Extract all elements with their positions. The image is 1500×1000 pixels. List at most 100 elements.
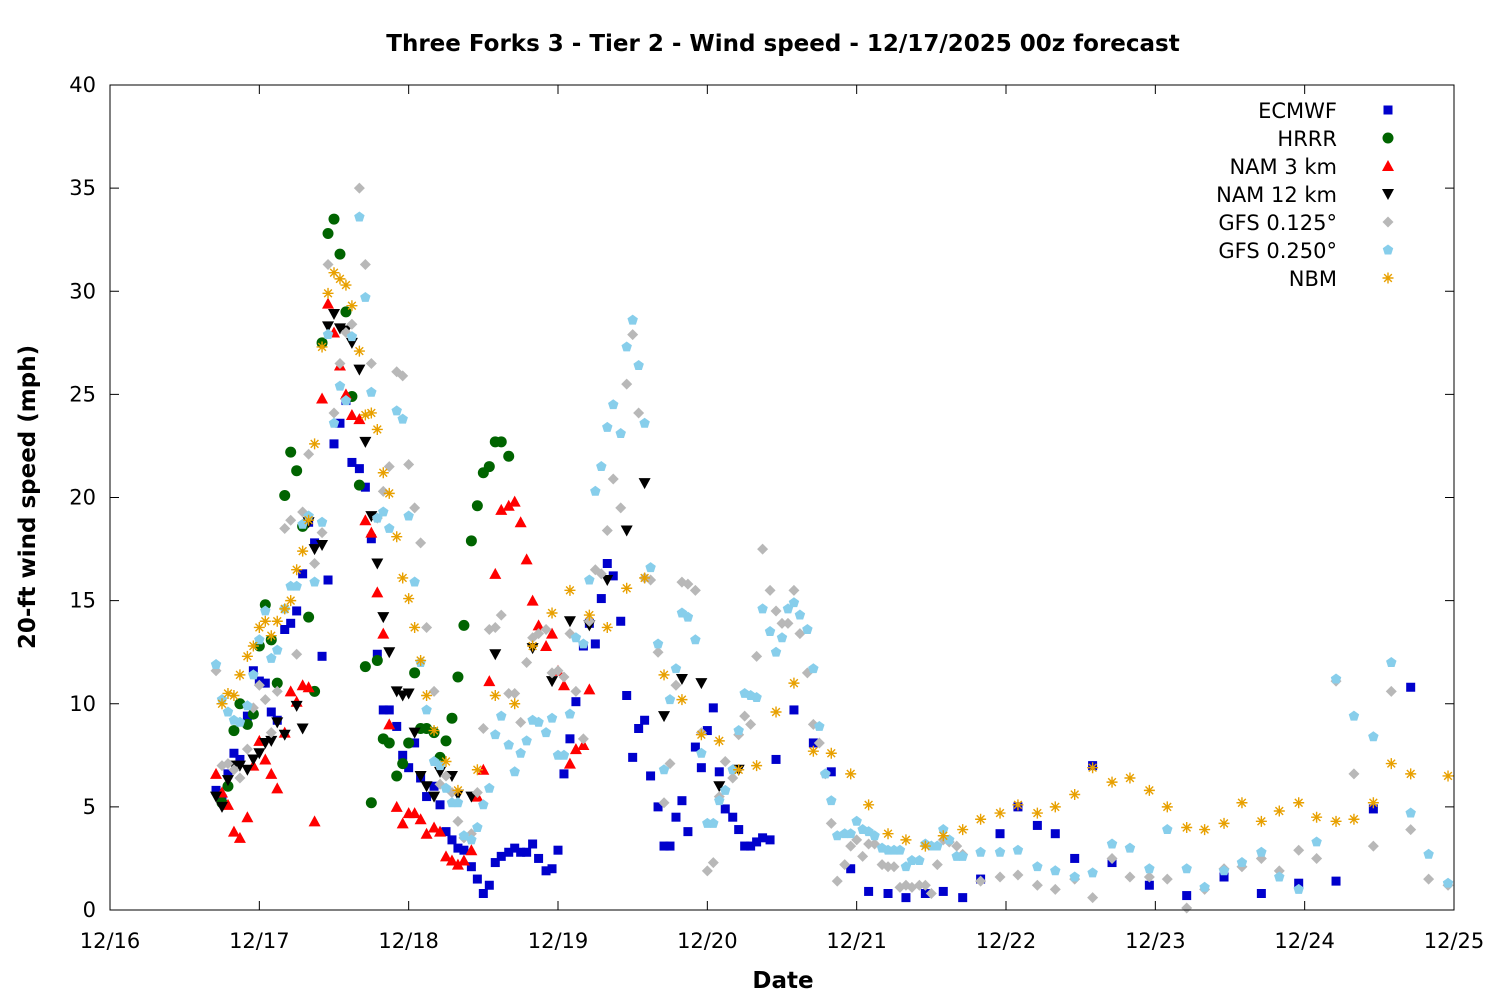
data-point <box>465 844 478 856</box>
data-point <box>658 711 671 723</box>
data-point <box>260 678 270 688</box>
data-point <box>546 627 559 639</box>
legend-label: ECMWF <box>1258 99 1337 123</box>
data-point <box>440 770 452 782</box>
data-point <box>659 841 669 851</box>
data-point <box>398 750 408 760</box>
data-point <box>458 830 470 841</box>
data-point <box>259 753 272 765</box>
data-point <box>1367 840 1379 852</box>
data-point <box>291 648 303 660</box>
y-tick-label: 40 <box>69 73 96 97</box>
data-point <box>995 829 1005 839</box>
data-point <box>403 593 415 605</box>
data-point <box>577 733 589 745</box>
data-point <box>229 748 239 758</box>
data-point <box>1368 804 1378 814</box>
data-point <box>259 694 271 706</box>
data-point <box>316 539 329 551</box>
data-point <box>563 616 576 628</box>
data-point <box>882 861 894 873</box>
data-point <box>515 716 527 728</box>
data-point <box>951 840 963 852</box>
data-point <box>770 646 782 657</box>
data-point <box>570 685 582 697</box>
data-point <box>770 605 782 617</box>
data-point <box>802 624 813 634</box>
data-point <box>247 754 260 766</box>
data-point <box>372 649 382 659</box>
data-point <box>776 617 788 629</box>
data-point <box>428 821 441 833</box>
data-point <box>814 720 825 731</box>
data-point <box>292 606 302 616</box>
data-point <box>360 291 371 302</box>
data-point <box>353 413 366 425</box>
data-point <box>1405 824 1417 836</box>
data-point <box>839 859 851 871</box>
data-point <box>223 769 233 779</box>
data-point <box>851 815 862 826</box>
data-point <box>421 690 433 701</box>
data-point <box>1423 873 1435 885</box>
data-point <box>309 576 320 587</box>
data-point <box>1069 871 1080 882</box>
data-point <box>1219 872 1229 882</box>
y-tick-label: 10 <box>69 692 96 716</box>
data-point <box>564 708 576 719</box>
data-point <box>285 446 297 458</box>
data-point <box>1181 863 1192 874</box>
data-point <box>757 543 769 555</box>
data-point <box>702 726 712 736</box>
data-point <box>259 615 271 627</box>
data-point <box>271 717 284 729</box>
data-point <box>241 650 253 662</box>
legend-marker <box>1382 132 1394 144</box>
data-point <box>746 841 756 851</box>
data-point <box>1106 852 1118 864</box>
data-point <box>627 329 639 341</box>
data-point <box>359 258 371 270</box>
data-point <box>265 767 278 779</box>
data-point <box>900 834 912 846</box>
data-point <box>894 844 906 855</box>
data-point <box>322 258 334 270</box>
data-point <box>284 685 297 697</box>
data-point <box>751 760 763 772</box>
data-point <box>253 748 266 760</box>
data-point <box>339 388 352 400</box>
data-point <box>384 522 395 533</box>
data-point <box>496 710 507 721</box>
data-point <box>1218 817 1230 829</box>
data-point <box>789 705 799 715</box>
data-point <box>489 621 501 633</box>
data-point <box>794 609 806 620</box>
data-point <box>808 663 819 674</box>
data-point <box>514 516 527 528</box>
data-point <box>266 652 277 663</box>
data-point <box>646 771 656 781</box>
data-point <box>265 735 278 747</box>
plot-frame <box>109 84 1455 911</box>
data-point <box>365 407 377 419</box>
data-point <box>571 697 581 707</box>
legend-marker <box>1382 189 1394 200</box>
data-point <box>638 478 651 490</box>
data-point <box>596 461 607 472</box>
data-point <box>620 525 633 537</box>
data-point <box>1069 789 1081 800</box>
data-point <box>1218 865 1230 876</box>
data-point <box>565 734 575 744</box>
data-point <box>1442 877 1454 888</box>
data-point <box>353 345 365 357</box>
data-point <box>713 735 725 747</box>
data-point <box>547 864 557 874</box>
data-point <box>328 417 340 428</box>
data-point <box>938 824 949 835</box>
data-point <box>365 357 377 369</box>
data-point <box>1330 673 1342 684</box>
data-point <box>1124 772 1136 784</box>
data-point <box>782 617 794 629</box>
data-point <box>621 341 632 352</box>
data-point <box>701 865 713 877</box>
